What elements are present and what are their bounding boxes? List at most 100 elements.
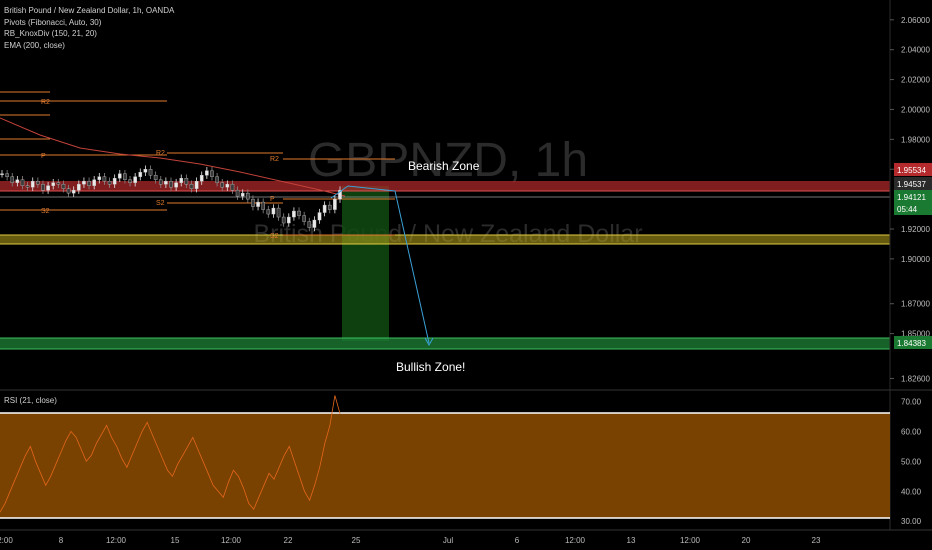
ema-line — [0, 117, 346, 197]
pivot-label-s2-3: S2 — [270, 233, 279, 240]
candle — [276, 204, 281, 221]
candle — [174, 178, 178, 191]
price-tick-label: 2.06000 — [901, 16, 930, 25]
candle — [307, 217, 312, 232]
candle — [112, 174, 117, 188]
candle — [297, 207, 301, 220]
target-box — [342, 186, 389, 341]
price-tick-label: 2.00000 — [901, 105, 930, 114]
candle — [179, 174, 184, 187]
rsi-tick-label: 50.00 — [901, 457, 922, 466]
candle — [133, 172, 137, 187]
price-tag-label: 1.94537 — [897, 180, 926, 189]
time-tick-label: 12:00 — [106, 536, 127, 545]
candle — [261, 198, 265, 214]
candle — [107, 177, 112, 188]
price-tick-label: 1.85000 — [901, 330, 930, 339]
candle — [225, 180, 230, 191]
rsi-tick-label: 30.00 — [901, 517, 922, 526]
candle — [302, 211, 306, 226]
candle — [281, 213, 286, 227]
candle — [256, 198, 260, 211]
time-tick-label: 6 — [515, 536, 520, 545]
candle — [148, 165, 153, 179]
time-tick-label: 25 — [352, 536, 361, 545]
candle — [210, 166, 214, 181]
candle — [230, 180, 235, 194]
rsi-axis[interactable]: 70.00 60.00 50.00 40.00 30.00 — [901, 397, 922, 526]
candle — [46, 181, 50, 194]
candle — [158, 175, 163, 188]
bearish-zone — [0, 181, 890, 191]
candle — [317, 208, 322, 224]
candle — [71, 186, 76, 197]
rsi-tick-label: 40.00 — [901, 487, 922, 496]
candle — [25, 181, 30, 191]
candle — [327, 201, 332, 214]
time-tick-label: 8 — [59, 536, 64, 545]
price-tick-label: 2.04000 — [901, 46, 930, 55]
symbol-title[interactable]: British Pound / New Zealand Dollar, 1h, … — [4, 6, 175, 15]
price-tag-label: 1.84383 — [897, 339, 926, 348]
rsi-legend[interactable]: RSI (21, close) — [4, 396, 57, 405]
time-tick-label: 15 — [171, 536, 180, 545]
candle — [87, 177, 91, 190]
candle — [169, 177, 173, 191]
time-axis[interactable]: 2:00 8 12:00 15 12:00 22 25 Jul 6 12:00 13 12:00 20 2… — [0, 536, 821, 545]
indicator-knoxdiv[interactable]: RB_KnoxDiv (150, 21, 20) — [4, 29, 97, 38]
candle — [292, 207, 296, 221]
candle — [322, 201, 327, 217]
time-tick-label: 12:00 — [565, 536, 586, 545]
time-tick-label: 12:00 — [680, 536, 701, 545]
candle — [128, 175, 132, 187]
rsi-tick-label: 60.00 — [901, 427, 922, 436]
bearish-zone-label: Bearish Zone — [408, 159, 480, 173]
pivot-label-r2-2: R2 — [156, 150, 165, 157]
indicator-ema[interactable]: EMA (200, close) — [4, 40, 65, 50]
candle — [15, 175, 20, 187]
candle — [215, 172, 219, 187]
candle — [199, 171, 204, 185]
time-tick-label: 23 — [812, 536, 821, 545]
candle — [235, 186, 240, 200]
price-tag-label: 05:44 — [897, 205, 918, 214]
candle — [36, 177, 40, 188]
pivot-label-p-3: P — [270, 196, 275, 203]
candle — [240, 189, 245, 200]
price-tick-label: 2.02000 — [901, 76, 930, 85]
price-tag: 1.84383 — [894, 336, 932, 349]
candle — [153, 171, 158, 184]
rsi-line — [0, 395, 341, 513]
time-tick-label: 12:00 — [221, 536, 242, 545]
candle — [123, 169, 127, 184]
price-tick-label: 1.92000 — [901, 225, 930, 234]
candle — [138, 168, 143, 181]
time-tick-label: 22 — [284, 536, 293, 545]
candle — [61, 180, 66, 193]
candle — [271, 204, 276, 218]
rsi-band — [0, 413, 890, 518]
rsi-tick-label: 70.00 — [901, 397, 922, 406]
pivot-label-p-1: P — [41, 153, 46, 160]
trade-path — [330, 185, 430, 344]
indicator-pivots[interactable]: Pivots (Fibonacci, Auto, 30) — [4, 17, 102, 27]
candle — [51, 178, 56, 190]
candle — [194, 177, 199, 193]
candle — [246, 189, 250, 203]
candle — [56, 178, 61, 188]
candle — [220, 178, 225, 191]
candle — [184, 174, 189, 188]
price-tick-label: 1.87000 — [901, 300, 930, 309]
price-tag: 1.95534 — [894, 163, 932, 176]
support-zone — [0, 235, 890, 244]
candle — [205, 166, 209, 179]
price-tick-label: 1.82600 — [901, 374, 930, 383]
price-tick-label: 1.98000 — [901, 135, 930, 144]
candle — [102, 172, 107, 185]
price-tag: 1.94121 — [894, 190, 932, 203]
candle — [143, 165, 148, 176]
candle — [20, 175, 25, 190]
candle — [251, 195, 255, 211]
candle — [164, 177, 168, 188]
